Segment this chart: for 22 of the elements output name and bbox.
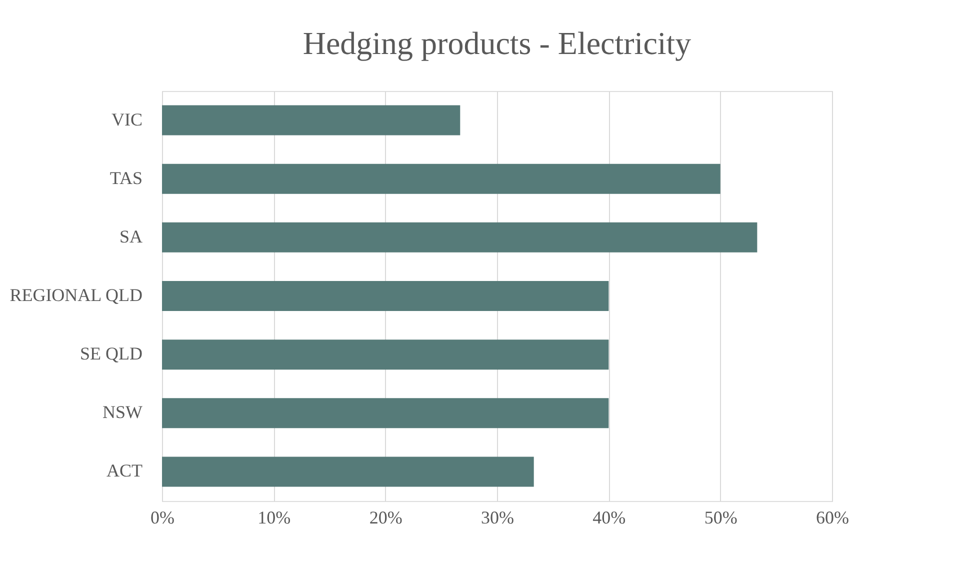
bar [162,398,609,428]
x-tick-label: 0% [150,508,174,528]
x-tick-label: 10% [258,508,291,528]
x-tick-label: 60% [816,508,849,528]
y-tick-label: SA [119,226,142,246]
bar [162,340,609,370]
y-tick-label: SE QLD [80,344,142,364]
y-tick-label: NSW [102,402,143,422]
x-tick-label: 30% [481,508,514,528]
y-tick-label: REGIONAL QLD [10,285,142,305]
x-tick-label: 40% [592,508,626,528]
bar [162,164,720,194]
bar [162,281,609,311]
y-tick-label: VIC [112,109,142,130]
bar [162,456,534,487]
chart-title: Hedging products - Electricity [302,25,692,61]
y-tick-label: ACT [106,460,143,481]
x-tick-label: 50% [704,508,738,528]
bar [162,222,758,252]
x-tick-label: 20% [369,508,402,528]
y-tick-label: TAS [110,168,142,188]
bar [162,105,460,136]
